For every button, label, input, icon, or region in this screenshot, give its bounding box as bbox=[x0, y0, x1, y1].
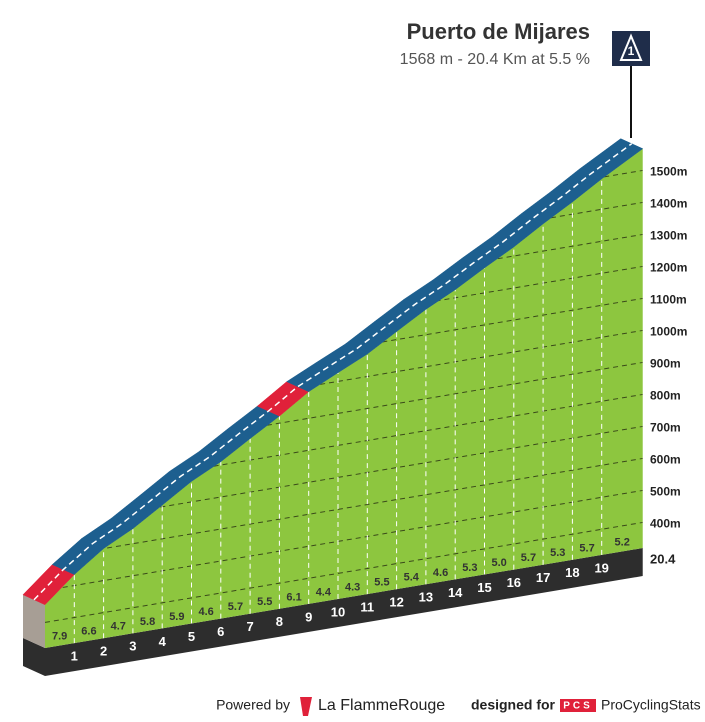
gradient-label: 6.6 bbox=[81, 626, 96, 638]
gradient-label: 5.8 bbox=[140, 616, 155, 628]
gradient-label: 4.6 bbox=[199, 606, 214, 618]
x-tick-label: 16 bbox=[507, 575, 521, 590]
x-tick-label: 20.4 bbox=[650, 551, 676, 566]
gradient-label: 7.9 bbox=[52, 630, 67, 642]
gradient-label: 5.3 bbox=[462, 562, 477, 574]
x-tick-label: 19 bbox=[594, 560, 608, 575]
y-tick-label: 900m bbox=[650, 357, 681, 371]
grid-line bbox=[45, 521, 643, 623]
y-tick-label: 500m bbox=[650, 485, 681, 499]
x-tick-label: 1 bbox=[71, 649, 78, 664]
gradient-label: 5.5 bbox=[374, 577, 389, 589]
grid-line bbox=[45, 457, 643, 559]
gradient-label: 5.7 bbox=[521, 552, 536, 564]
x-tick-label: 8 bbox=[276, 614, 283, 629]
y-tick-label: 1000m bbox=[650, 325, 687, 339]
chart-title: Puerto de Mijares bbox=[407, 19, 590, 44]
gradient-label: 5.0 bbox=[492, 557, 507, 569]
y-tick-label: 600m bbox=[650, 453, 681, 467]
brand-logo bbox=[300, 697, 312, 716]
gradient-label: 5.9 bbox=[169, 611, 184, 623]
footer-site: ProCyclingStats bbox=[601, 697, 701, 713]
gradient-label: 5.2 bbox=[615, 536, 630, 548]
x-tick-label: 6 bbox=[217, 624, 224, 639]
y-tick-label: 1400m bbox=[650, 197, 687, 211]
gradient-label: 4.3 bbox=[345, 581, 360, 593]
marker-label: 1 bbox=[628, 44, 635, 58]
road-segment bbox=[579, 138, 644, 180]
x-tick-label: 7 bbox=[246, 619, 253, 634]
x-tick-label: 11 bbox=[360, 600, 374, 615]
gradient-label: 6.1 bbox=[286, 591, 301, 603]
x-tick-label: 4 bbox=[159, 634, 167, 649]
footer-powered: Powered by bbox=[216, 697, 290, 713]
y-tick-label: 1300m bbox=[650, 229, 687, 243]
x-tick-label: 14 bbox=[448, 585, 463, 600]
road-centerline bbox=[33, 143, 633, 601]
y-tick-label: 1500m bbox=[650, 165, 687, 179]
y-tick-label: 700m bbox=[650, 421, 681, 435]
gradient-label: 5.7 bbox=[579, 542, 594, 554]
x-tick-label: 2 bbox=[100, 644, 107, 659]
gradient-label: 4.7 bbox=[111, 621, 126, 633]
x-tick-label: 18 bbox=[565, 565, 579, 580]
pcs-logo bbox=[560, 699, 596, 712]
gradient-label: 4.6 bbox=[433, 567, 448, 579]
x-tick-label: 10 bbox=[331, 604, 345, 619]
x-tick-label: 13 bbox=[419, 590, 433, 605]
side-face bbox=[23, 594, 45, 648]
footer-pcs: PCS bbox=[563, 701, 593, 712]
x-tick-label: 5 bbox=[188, 629, 195, 644]
gradient-label: 5.3 bbox=[550, 547, 565, 559]
footer-designed: designed for bbox=[471, 697, 556, 713]
y-tick-label: 800m bbox=[650, 389, 681, 403]
footer-brand: La FlammeRouge bbox=[318, 697, 445, 714]
profile-area bbox=[45, 148, 643, 648]
marker-triangle bbox=[619, 33, 643, 61]
y-tick-label: 1200m bbox=[650, 261, 687, 275]
gradient-label: 4.4 bbox=[316, 586, 332, 598]
base-strip bbox=[23, 548, 643, 676]
x-tick-label: 12 bbox=[389, 595, 403, 610]
x-tick-label: 3 bbox=[129, 639, 136, 654]
y-tick-label: 400m bbox=[650, 517, 681, 531]
gradient-label: 5.5 bbox=[257, 596, 272, 608]
footer: Powered by La FlammeRouge designed for P… bbox=[216, 697, 701, 716]
x-tick-label: 15 bbox=[477, 580, 491, 595]
summit-marker: 1 bbox=[612, 31, 650, 138]
x-tick-label: 9 bbox=[305, 609, 312, 624]
gradient-label: 5.4 bbox=[404, 572, 420, 584]
gradient-label: 5.7 bbox=[228, 601, 243, 613]
x-tick-label: 17 bbox=[536, 570, 550, 585]
y-tick-label: 1100m bbox=[650, 293, 687, 307]
chart-subtitle: 1568 m - 20.4 Km at 5.5 % bbox=[400, 51, 590, 68]
